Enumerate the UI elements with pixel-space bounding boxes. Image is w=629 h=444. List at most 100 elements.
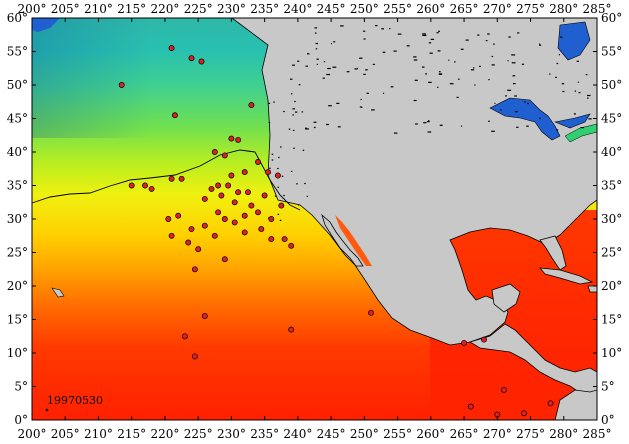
- lake-speck: [427, 131, 432, 133]
- lake-speck: [415, 123, 418, 125]
- observation-point: [128, 182, 135, 189]
- observation-point: [225, 182, 232, 189]
- lake-speck: [422, 33, 426, 35]
- lake-speck: [277, 167, 279, 170]
- lake-speck: [295, 111, 298, 113]
- observation-point: [288, 326, 295, 333]
- lon-tick-label: 270°: [483, 427, 512, 441]
- lake-speck: [578, 92, 581, 94]
- lake-speck: [361, 106, 363, 108]
- lon-tick-label: 210°: [84, 427, 113, 441]
- lake-speck: [587, 94, 591, 97]
- lon-tick-label: 210°: [84, 2, 113, 16]
- lake-speck: [382, 51, 386, 53]
- lake-speck: [539, 44, 542, 46]
- lon-tick-label: 265°: [450, 427, 479, 441]
- observation-point: [221, 152, 228, 159]
- lake-speck: [426, 121, 430, 123]
- observation-point: [461, 339, 468, 346]
- observation-point: [211, 149, 218, 155]
- lat-tick-label: 35°: [7, 179, 28, 193]
- observation-point: [148, 185, 155, 192]
- lake-speck: [268, 102, 271, 104]
- lake-speck: [375, 25, 378, 27]
- observation-point: [278, 202, 285, 209]
- observation-point: [231, 199, 238, 206]
- observation-point: [201, 222, 208, 229]
- observation-point: [261, 192, 268, 199]
- lake-speck: [382, 92, 385, 94]
- lat-tick-label: 30°: [7, 212, 28, 226]
- gulf-of-california: [335, 215, 372, 266]
- observation-point: [228, 172, 235, 179]
- lat-tick-label: 30°: [601, 212, 622, 226]
- lake-speck: [413, 99, 417, 102]
- date-label: 19970530: [47, 394, 103, 407]
- observation-point: [185, 239, 192, 246]
- great-lakes: [489, 97, 561, 141]
- lake-speck: [268, 121, 271, 124]
- lake-speck: [439, 73, 442, 75]
- lon-tick-label: 225°: [184, 2, 213, 16]
- observation-point: [165, 216, 172, 222]
- lake-speck: [558, 54, 560, 56]
- inland-water-speckles: [268, 25, 592, 221]
- lake-speck: [280, 146, 282, 148]
- lon-tick-label: 275°: [516, 2, 545, 16]
- observation-point: [500, 386, 507, 393]
- lake-speck: [488, 120, 490, 122]
- lon-tick-label: 285°: [583, 2, 612, 16]
- lake-speck: [332, 66, 337, 68]
- lon-tick-label: 205°: [51, 427, 80, 441]
- lake-speck: [283, 110, 285, 113]
- lake-speck: [298, 84, 301, 86]
- lake-speck: [290, 78, 293, 80]
- observation-point: [188, 55, 195, 62]
- lake-speck: [313, 126, 316, 129]
- lake-speck: [314, 27, 318, 29]
- lake-speck: [556, 62, 559, 65]
- lat-tick-label: 45°: [7, 112, 28, 126]
- lake-speck: [326, 123, 330, 126]
- lake-speck: [438, 71, 441, 73]
- lake-speck: [346, 71, 350, 73]
- lake-speck: [366, 92, 369, 94]
- lake-speck: [562, 90, 565, 93]
- lake-speck: [437, 86, 439, 88]
- observation-point: [188, 226, 195, 233]
- observation-point: [241, 169, 248, 176]
- observation-point: [208, 185, 215, 192]
- hudson-bay: [557, 21, 591, 61]
- lon-tick-label: 225°: [184, 427, 213, 441]
- lat-tick-label: 15°: [601, 313, 622, 327]
- lake-speck: [539, 117, 541, 119]
- lake-speck: [430, 38, 435, 40]
- lake-speck: [428, 42, 432, 44]
- lon-tick-label: 235°: [250, 427, 279, 441]
- lake-speck: [511, 62, 516, 64]
- observation-point: [281, 236, 288, 243]
- observation-point: [547, 400, 554, 407]
- observation-point: [255, 209, 261, 216]
- lat-tick-label: 55°: [7, 45, 28, 59]
- lake-speck: [587, 97, 589, 99]
- lake-speck: [296, 183, 298, 185]
- lon-tick-label: 240°: [283, 427, 312, 441]
- observation-point: [215, 209, 222, 216]
- lake-speck: [359, 57, 363, 59]
- lake-speck: [465, 39, 469, 41]
- observation-point: [142, 182, 148, 189]
- lake-speck: [505, 95, 507, 97]
- observation-point: [241, 212, 248, 219]
- lat-tick-label: 5°: [601, 380, 615, 394]
- lake-speck: [331, 43, 332, 45]
- lake-speck: [491, 64, 495, 66]
- lake-speck: [322, 77, 325, 79]
- lake-speck: [574, 90, 577, 92]
- lake-speck: [511, 54, 516, 56]
- st-lawrence: [564, 123, 597, 143]
- lon-tick-label: 250°: [350, 2, 379, 16]
- observation-point: [221, 216, 228, 222]
- lake-speck: [354, 68, 358, 70]
- lake-speck: [491, 130, 495, 132]
